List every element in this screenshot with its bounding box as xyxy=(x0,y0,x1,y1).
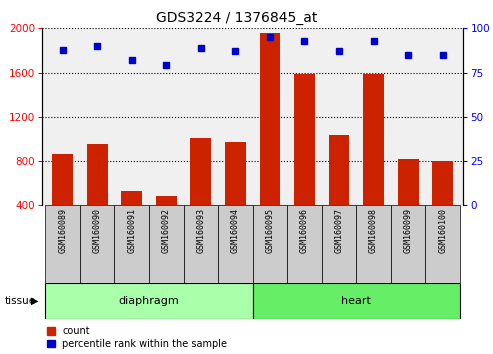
Bar xyxy=(398,159,419,250)
Bar xyxy=(432,161,453,250)
Bar xyxy=(225,142,246,250)
Bar xyxy=(253,205,287,283)
Bar xyxy=(80,205,114,283)
Bar xyxy=(329,135,350,250)
Text: GSM160097: GSM160097 xyxy=(335,208,344,253)
Text: GSM160089: GSM160089 xyxy=(58,208,67,253)
Bar xyxy=(294,74,315,250)
Text: heart: heart xyxy=(341,296,371,306)
Bar xyxy=(287,205,322,283)
Text: tissue: tissue xyxy=(5,296,36,306)
Bar xyxy=(190,138,211,250)
Bar xyxy=(260,33,281,250)
Text: GDS3224 / 1376845_at: GDS3224 / 1376845_at xyxy=(156,11,317,25)
Text: GSM160091: GSM160091 xyxy=(127,208,136,253)
Bar xyxy=(149,205,183,283)
Bar xyxy=(363,74,384,250)
Text: GSM160100: GSM160100 xyxy=(438,208,447,253)
Text: GSM160098: GSM160098 xyxy=(369,208,378,253)
Bar xyxy=(322,205,356,283)
Legend: count, percentile rank within the sample: count, percentile rank within the sample xyxy=(47,326,227,349)
Text: GSM160096: GSM160096 xyxy=(300,208,309,253)
Bar xyxy=(87,144,107,250)
Bar xyxy=(121,191,142,250)
Bar xyxy=(218,205,253,283)
Bar xyxy=(52,154,73,250)
Text: GSM160090: GSM160090 xyxy=(93,208,102,253)
Bar xyxy=(183,205,218,283)
Bar xyxy=(114,205,149,283)
Bar xyxy=(156,196,176,250)
Bar xyxy=(425,205,460,283)
Bar xyxy=(391,205,425,283)
Text: diaphragm: diaphragm xyxy=(119,296,179,306)
Bar xyxy=(253,283,460,319)
Text: GSM160095: GSM160095 xyxy=(265,208,275,253)
Text: ▶: ▶ xyxy=(31,296,38,306)
Text: GSM160094: GSM160094 xyxy=(231,208,240,253)
Text: GSM160099: GSM160099 xyxy=(404,208,413,253)
Bar xyxy=(45,205,80,283)
Text: GSM160093: GSM160093 xyxy=(196,208,206,253)
Bar xyxy=(45,283,253,319)
Bar xyxy=(356,205,391,283)
Text: GSM160092: GSM160092 xyxy=(162,208,171,253)
